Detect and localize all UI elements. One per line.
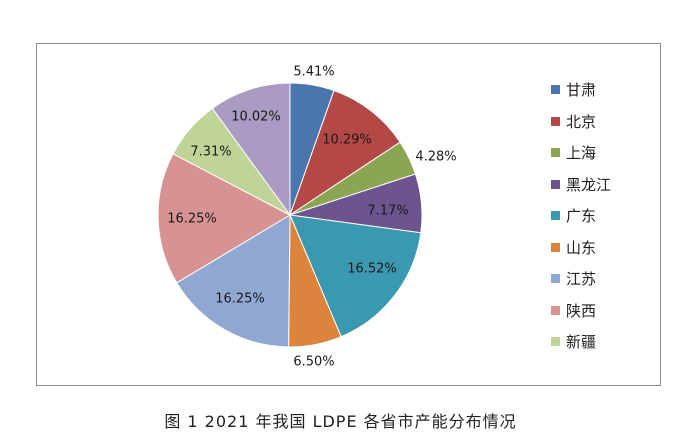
legend-label: 江苏 [566, 270, 597, 289]
legend-swatch [551, 337, 560, 347]
data-label: 16.25% [167, 212, 217, 227]
legend-label: 陕西 [566, 301, 597, 320]
legend-item: 新疆 [551, 326, 611, 358]
data-label: 16.52% [347, 262, 397, 277]
legend-label: 北京 [566, 112, 597, 131]
figure-caption: 图 1 2021 年我国 LDPE 各省市产能分布情况 [164, 412, 517, 431]
pie-slice [289, 214, 422, 338]
legend-item: 山东 [551, 232, 611, 264]
pie-slice [176, 214, 291, 348]
pie-slice [157, 153, 292, 284]
data-label: 5.41% [293, 65, 334, 80]
legend-swatch [551, 242, 560, 252]
legend-label: 甘肃 [566, 81, 597, 100]
data-label: 6.50% [293, 355, 334, 370]
legend-swatch [551, 211, 560, 221]
legend-swatch [551, 179, 560, 189]
legend: 甘肃 北京 上海 黑龙江 广东 山东 江苏 陕西 新疆 [551, 74, 611, 358]
legend-item: 北京 [551, 106, 611, 138]
legend-swatch [551, 305, 560, 315]
data-label: 7.31% [190, 145, 231, 160]
data-label: 7.17% [367, 204, 408, 219]
legend-item: 甘肃 [551, 74, 611, 106]
legend-label: 黑龙江 [566, 175, 612, 194]
legend-item: 黑龙江 [551, 169, 611, 201]
legend-swatch [551, 148, 560, 158]
data-label: 4.28% [415, 150, 456, 165]
data-label: 10.29% [322, 133, 372, 148]
legend-swatch [551, 274, 560, 284]
pie-slice [289, 89, 401, 217]
legend-label: 上海 [566, 144, 597, 163]
legend-label: 广东 [566, 207, 597, 226]
data-label: 10.02% [231, 110, 281, 125]
legend-item: 上海 [551, 137, 611, 169]
legend-item: 广东 [551, 200, 611, 232]
legend-item: 陕西 [551, 295, 611, 327]
legend-label: 新疆 [566, 333, 597, 352]
legend-item: 江苏 [551, 263, 611, 295]
legend-label: 山东 [566, 238, 597, 257]
legend-swatch [551, 85, 560, 95]
legend-swatch [551, 116, 560, 126]
pie-slice [211, 82, 291, 217]
data-label: 16.25% [215, 292, 265, 307]
